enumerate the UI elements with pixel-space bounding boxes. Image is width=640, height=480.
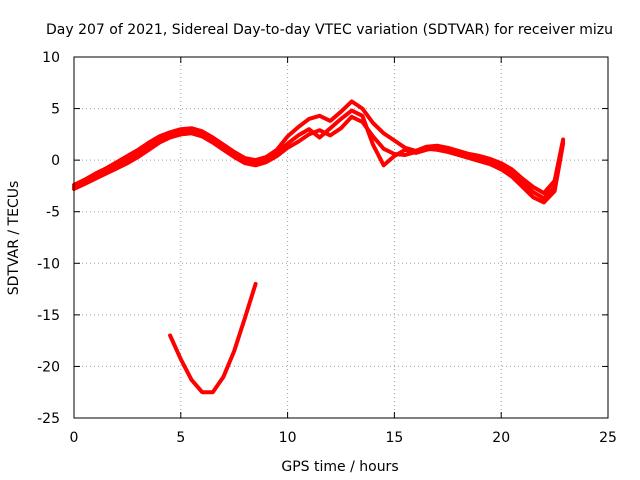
x-tick-label: 20: [492, 430, 510, 446]
series-track-4: [168, 281, 258, 395]
y-tick-label: -5: [46, 205, 60, 221]
y-tick-label: -20: [37, 359, 60, 375]
x-tick-label: 25: [599, 430, 617, 446]
y-tick-label: -10: [37, 256, 60, 272]
x-tick-label: 5: [176, 430, 185, 446]
y-tick-label: 0: [51, 153, 60, 169]
y-tick-label: 10: [42, 50, 60, 66]
chart-title: Day 207 of 2021, Sidereal Day-to-day VTE…: [46, 22, 613, 38]
x-axis-label: GPS time / hours: [281, 459, 398, 475]
x-tick-label: 0: [70, 430, 79, 446]
axis-ticks: [73, 56, 609, 419]
series-track-1: [72, 99, 566, 196]
y-axis-label: SDTVAR / TECUs: [6, 181, 22, 296]
data-series: [72, 99, 566, 395]
plot-frame: [73, 56, 609, 419]
y-tick-label: -25: [37, 411, 60, 427]
grid-lines: [74, 57, 608, 418]
tick-labels: 0 5 10 15 20 25 10 5 0 -5 -10 -15 -20 -25: [37, 50, 617, 446]
series-track-3: [72, 108, 566, 201]
y-tick-label: -15: [37, 308, 60, 324]
y-tick-label: 5: [51, 102, 60, 118]
x-tick-label: 10: [279, 430, 297, 446]
x-tick-label: 15: [385, 430, 403, 446]
series-track-2: [72, 114, 566, 205]
